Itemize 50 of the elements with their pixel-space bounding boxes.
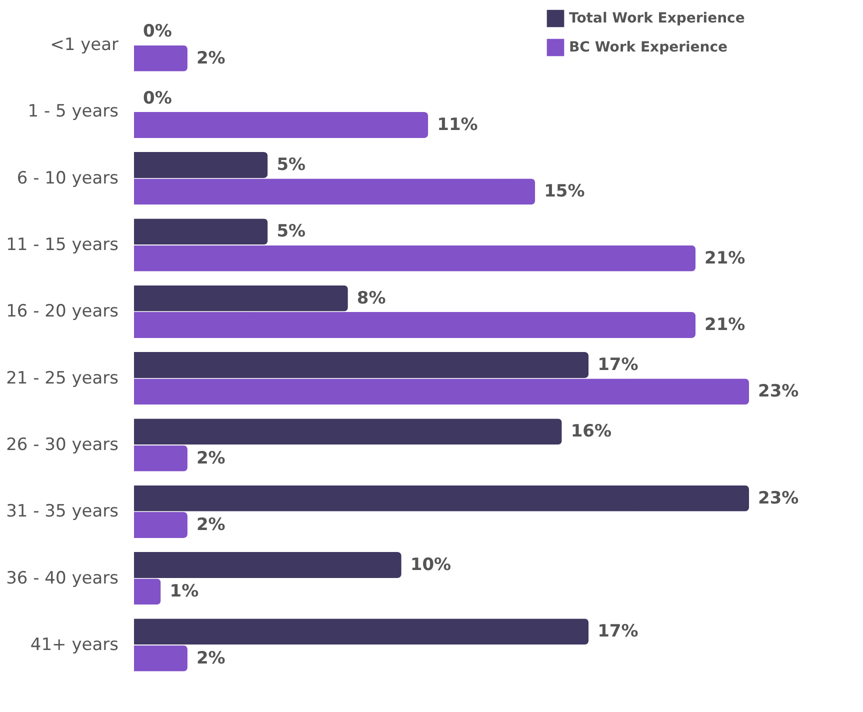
legend-label: BC Work Experience: [569, 40, 728, 56]
legend-label: Total Work Experience: [569, 10, 745, 26]
y-tick-label: 16 - 20 years: [6, 302, 119, 322]
data-label: 2%: [196, 648, 226, 668]
data-label: 0%: [143, 22, 172, 42]
data-label: 2%: [196, 515, 226, 535]
data-label: 17%: [598, 622, 638, 642]
bar: [134, 418, 562, 445]
y-tick-label: 11 - 15 years: [6, 235, 119, 255]
data-label: 15%: [544, 182, 585, 202]
bar: [134, 312, 696, 338]
bar: [134, 352, 589, 378]
y-tick-label: 31 - 35 years: [6, 502, 119, 522]
data-label: 1%: [170, 582, 199, 602]
data-label: 11%: [437, 115, 478, 135]
data-label: 17%: [598, 355, 638, 375]
data-label: 21%: [704, 315, 746, 335]
y-tick-label: 36 - 40 years: [6, 568, 119, 588]
y-tick-label: 1 - 5 years: [28, 102, 119, 122]
data-label: 16%: [570, 422, 612, 442]
data-label: 5%: [276, 222, 306, 242]
y-tick-label: <1 year: [50, 35, 119, 55]
y-tick-label: 41+ years: [30, 635, 119, 655]
y-tick-label: 21 - 25 years: [6, 368, 119, 388]
bar: [134, 512, 188, 538]
bar: [134, 178, 536, 205]
data-label: 21%: [704, 248, 746, 268]
bar: [134, 112, 428, 138]
bar: [134, 152, 268, 178]
bar: [134, 552, 402, 578]
data-label: 10%: [410, 555, 452, 575]
data-label: 0%: [143, 88, 172, 108]
bar: [134, 45, 188, 72]
data-label: 2%: [196, 48, 226, 68]
bar: [134, 378, 749, 405]
bar: [134, 245, 696, 272]
bar: [134, 445, 188, 472]
bar: [134, 285, 348, 312]
data-label: 23%: [758, 382, 799, 402]
bar: [134, 485, 749, 512]
data-label: 5%: [276, 155, 306, 175]
data-label: 2%: [196, 448, 226, 468]
bar: [134, 218, 268, 245]
bar: [134, 618, 589, 645]
bar: [134, 645, 188, 672]
y-tick-label: 6 - 10 years: [16, 168, 119, 188]
bar: [134, 578, 161, 605]
data-label: 8%: [356, 288, 386, 308]
data-label: 23%: [758, 488, 799, 508]
y-tick-label: 26 - 30 years: [6, 435, 119, 455]
